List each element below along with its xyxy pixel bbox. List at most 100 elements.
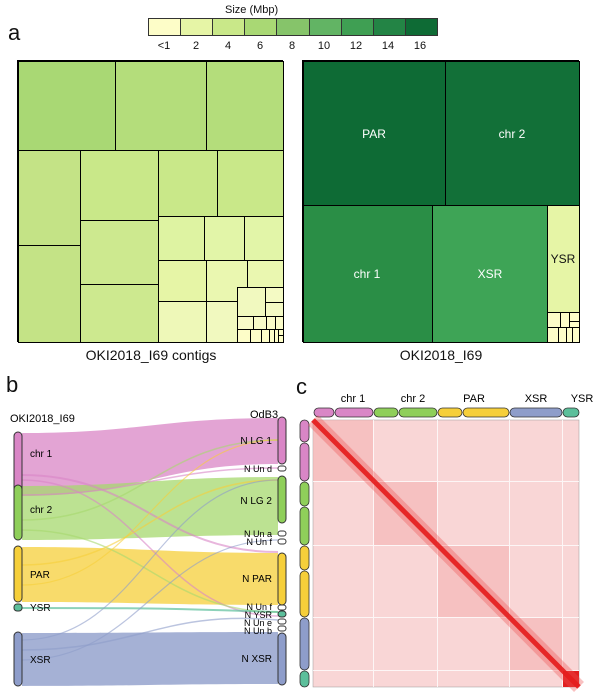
legend-swatch bbox=[245, 19, 278, 35]
hic-diagonal-halo bbox=[308, 415, 584, 692]
contig-cell bbox=[275, 316, 284, 330]
contig-cell bbox=[253, 316, 267, 330]
sankey-node-par-right bbox=[277, 552, 287, 606]
panel-letter-c: c bbox=[296, 374, 307, 399]
sankey-right-title: OdB3 bbox=[250, 409, 278, 421]
legend-tick: 16 bbox=[413, 40, 427, 52]
ribbon-minor bbox=[21, 439, 279, 586]
ribbon-minor bbox=[21, 539, 279, 661]
hic-diagonal bbox=[311, 418, 581, 689]
legend-swatch bbox=[341, 19, 374, 35]
legend-swatch bbox=[213, 19, 246, 35]
sankey-node-ysr-right bbox=[277, 610, 287, 618]
ribbon-minor bbox=[21, 467, 279, 496]
legend-tick: 4 bbox=[224, 40, 232, 52]
chromosome-label-xsr: XSR bbox=[477, 267, 503, 281]
sankey-right-label: N Un f bbox=[246, 602, 272, 612]
contig-cell bbox=[206, 61, 284, 151]
legend-tick: 8 bbox=[288, 40, 296, 52]
sankey-node-lg1 bbox=[277, 416, 287, 465]
legend-swatch bbox=[181, 19, 214, 35]
contigs-treemap-caption: OKI2018_I69 contigs bbox=[85, 347, 217, 363]
sankey-right-label: N LG 2 bbox=[240, 496, 272, 507]
sankey-node-unb bbox=[277, 625, 287, 632]
ribbon-minor bbox=[21, 479, 279, 566]
sankey-left-label: XSR bbox=[30, 655, 51, 666]
sankey-right-label: N Un f bbox=[246, 537, 272, 547]
ribbon-minor bbox=[21, 439, 279, 521]
sankey-right-label: N YSR bbox=[245, 610, 273, 620]
hic-top-scaffold bbox=[313, 407, 335, 418]
hic-contact-map: chr 1 chr 2 PAR XSR YSR bbox=[299, 393, 593, 692]
hic-top-scaffold bbox=[373, 407, 399, 418]
ribbon-par bbox=[22, 547, 278, 605]
sankey-node-lg2 bbox=[277, 475, 287, 524]
ribbon-minor bbox=[21, 607, 279, 613]
ribbon-chr1 bbox=[22, 418, 278, 496]
hic-top-scaffold bbox=[334, 407, 374, 418]
sankey-node-una bbox=[277, 530, 287, 537]
legend-swatch bbox=[405, 19, 437, 35]
legend-tick: 2 bbox=[192, 40, 200, 52]
sankey-node-une bbox=[277, 618, 287, 625]
sankey-left-label: PAR bbox=[30, 570, 50, 581]
hic-top-scaffold bbox=[462, 407, 510, 418]
sankey-left-label: chr 1 bbox=[30, 449, 53, 460]
contig-cell bbox=[18, 245, 81, 343]
contig-cell bbox=[206, 301, 238, 343]
sankey-node-par bbox=[13, 545, 23, 603]
contig-cell bbox=[237, 329, 251, 343]
chromosome-label-chr2: chr 2 bbox=[498, 127, 526, 141]
sankey-right-label: N Un e bbox=[244, 618, 272, 628]
contigs-treemap bbox=[17, 60, 284, 343]
hic-top-scaffold bbox=[437, 407, 463, 418]
sankey-right-label: N LG 1 bbox=[240, 436, 272, 447]
chromosome-cell-small bbox=[572, 327, 580, 343]
ribbon-xsr bbox=[22, 632, 278, 686]
legend-swatch bbox=[277, 19, 310, 35]
legend-tick: 14 bbox=[381, 40, 395, 52]
hic-left-scaffold bbox=[299, 481, 310, 507]
panel-letter-a: a bbox=[8, 20, 21, 45]
hic-top-scaffold bbox=[562, 407, 580, 418]
contig-cell bbox=[158, 260, 207, 302]
ribbon-minor bbox=[21, 479, 279, 641]
chromosome-label-par: PAR bbox=[362, 127, 386, 141]
contig-cell bbox=[158, 150, 218, 217]
hic-left-scaffold bbox=[299, 617, 310, 671]
sankey-node-xsr-right bbox=[277, 632, 287, 686]
legend-swatch bbox=[373, 19, 406, 35]
chromosome-cell-chr1 bbox=[303, 205, 433, 343]
panel-letter-b: b bbox=[6, 372, 19, 397]
chromosome-label-chr1: chr 1 bbox=[353, 267, 381, 281]
ribbon-minor bbox=[21, 529, 279, 613]
sankey-right-label: N XSR bbox=[241, 654, 272, 665]
sankey-left-label: chr 2 bbox=[30, 505, 53, 516]
hic-left-scaffold bbox=[299, 442, 310, 482]
contig-cell bbox=[265, 287, 284, 303]
contig-cell bbox=[115, 61, 207, 151]
sankey-right-label: N Un d bbox=[244, 464, 272, 474]
legend-swatch bbox=[149, 19, 182, 35]
chromosome-cell-ysr bbox=[547, 205, 580, 313]
sankey-left-label: YSR bbox=[30, 603, 51, 614]
sankey-left-title: OKI2018_I69 bbox=[10, 413, 75, 425]
legend-swatch bbox=[309, 19, 342, 35]
sankey-diagram: OKI2018_I69 OdB3 chr 1 chr 2 PAR YSR XSR… bbox=[10, 409, 287, 687]
legend-title: Size (Mbp) bbox=[225, 4, 279, 16]
hic-top-scaffold bbox=[398, 407, 438, 418]
sankey-right-label: N Un a bbox=[244, 529, 272, 539]
hic-left-scaffold bbox=[299, 570, 310, 618]
contig-cell bbox=[18, 61, 116, 151]
sankey-right-label: N Un b bbox=[244, 626, 272, 636]
chromosome-cell-chr2 bbox=[445, 61, 580, 206]
contig-cell bbox=[247, 260, 284, 288]
hic-label-par: PAR bbox=[463, 393, 485, 405]
chromosome-cell-par bbox=[303, 61, 446, 206]
hic-label-chr2: chr 2 bbox=[401, 393, 425, 405]
legend-tick: 12 bbox=[349, 40, 363, 52]
chromosome-cell-small bbox=[547, 312, 561, 328]
hic-top-scaffold bbox=[509, 407, 563, 418]
contig-cell bbox=[80, 284, 159, 343]
size-color-legend bbox=[148, 18, 438, 36]
